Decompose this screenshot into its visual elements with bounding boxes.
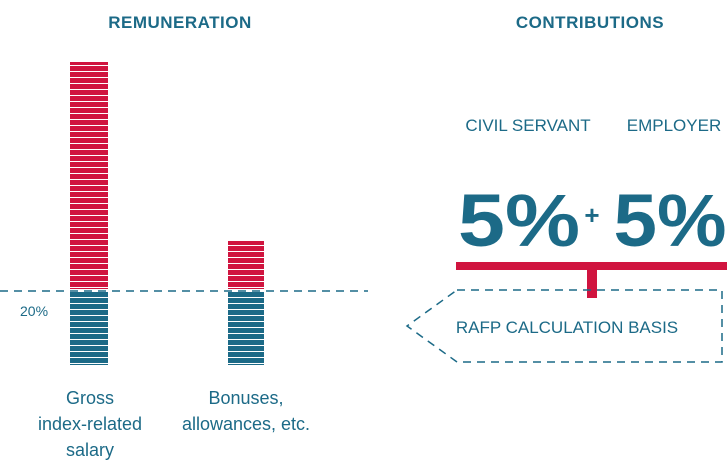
section-title: CONTRIBUTIONS [516,13,664,32]
bar-lower [228,292,264,365]
party-name: CIVIL SERVANT [465,116,590,135]
bracket-stem [587,268,597,298]
bracket [456,262,727,270]
bar-upper [228,241,264,289]
basis-box [405,289,723,363]
threshold-label: 20% [20,303,48,319]
plus: + [584,200,599,230]
section-title: REMUNERATION [108,13,252,32]
rate: 5% [614,179,727,262]
bar-lower [70,292,108,365]
bar-label: salary [66,440,114,460]
bar-label: index-related [38,414,142,434]
bar-label: Gross [66,388,114,408]
basis-label: RAFP CALCULATION BASIS [456,318,678,337]
bar-upper [70,62,108,289]
bar-label: Bonuses, [208,388,283,408]
bar-label: allowances, etc. [182,414,310,434]
party-name: EMPLOYER [627,116,721,135]
rate: 5% [458,179,580,262]
